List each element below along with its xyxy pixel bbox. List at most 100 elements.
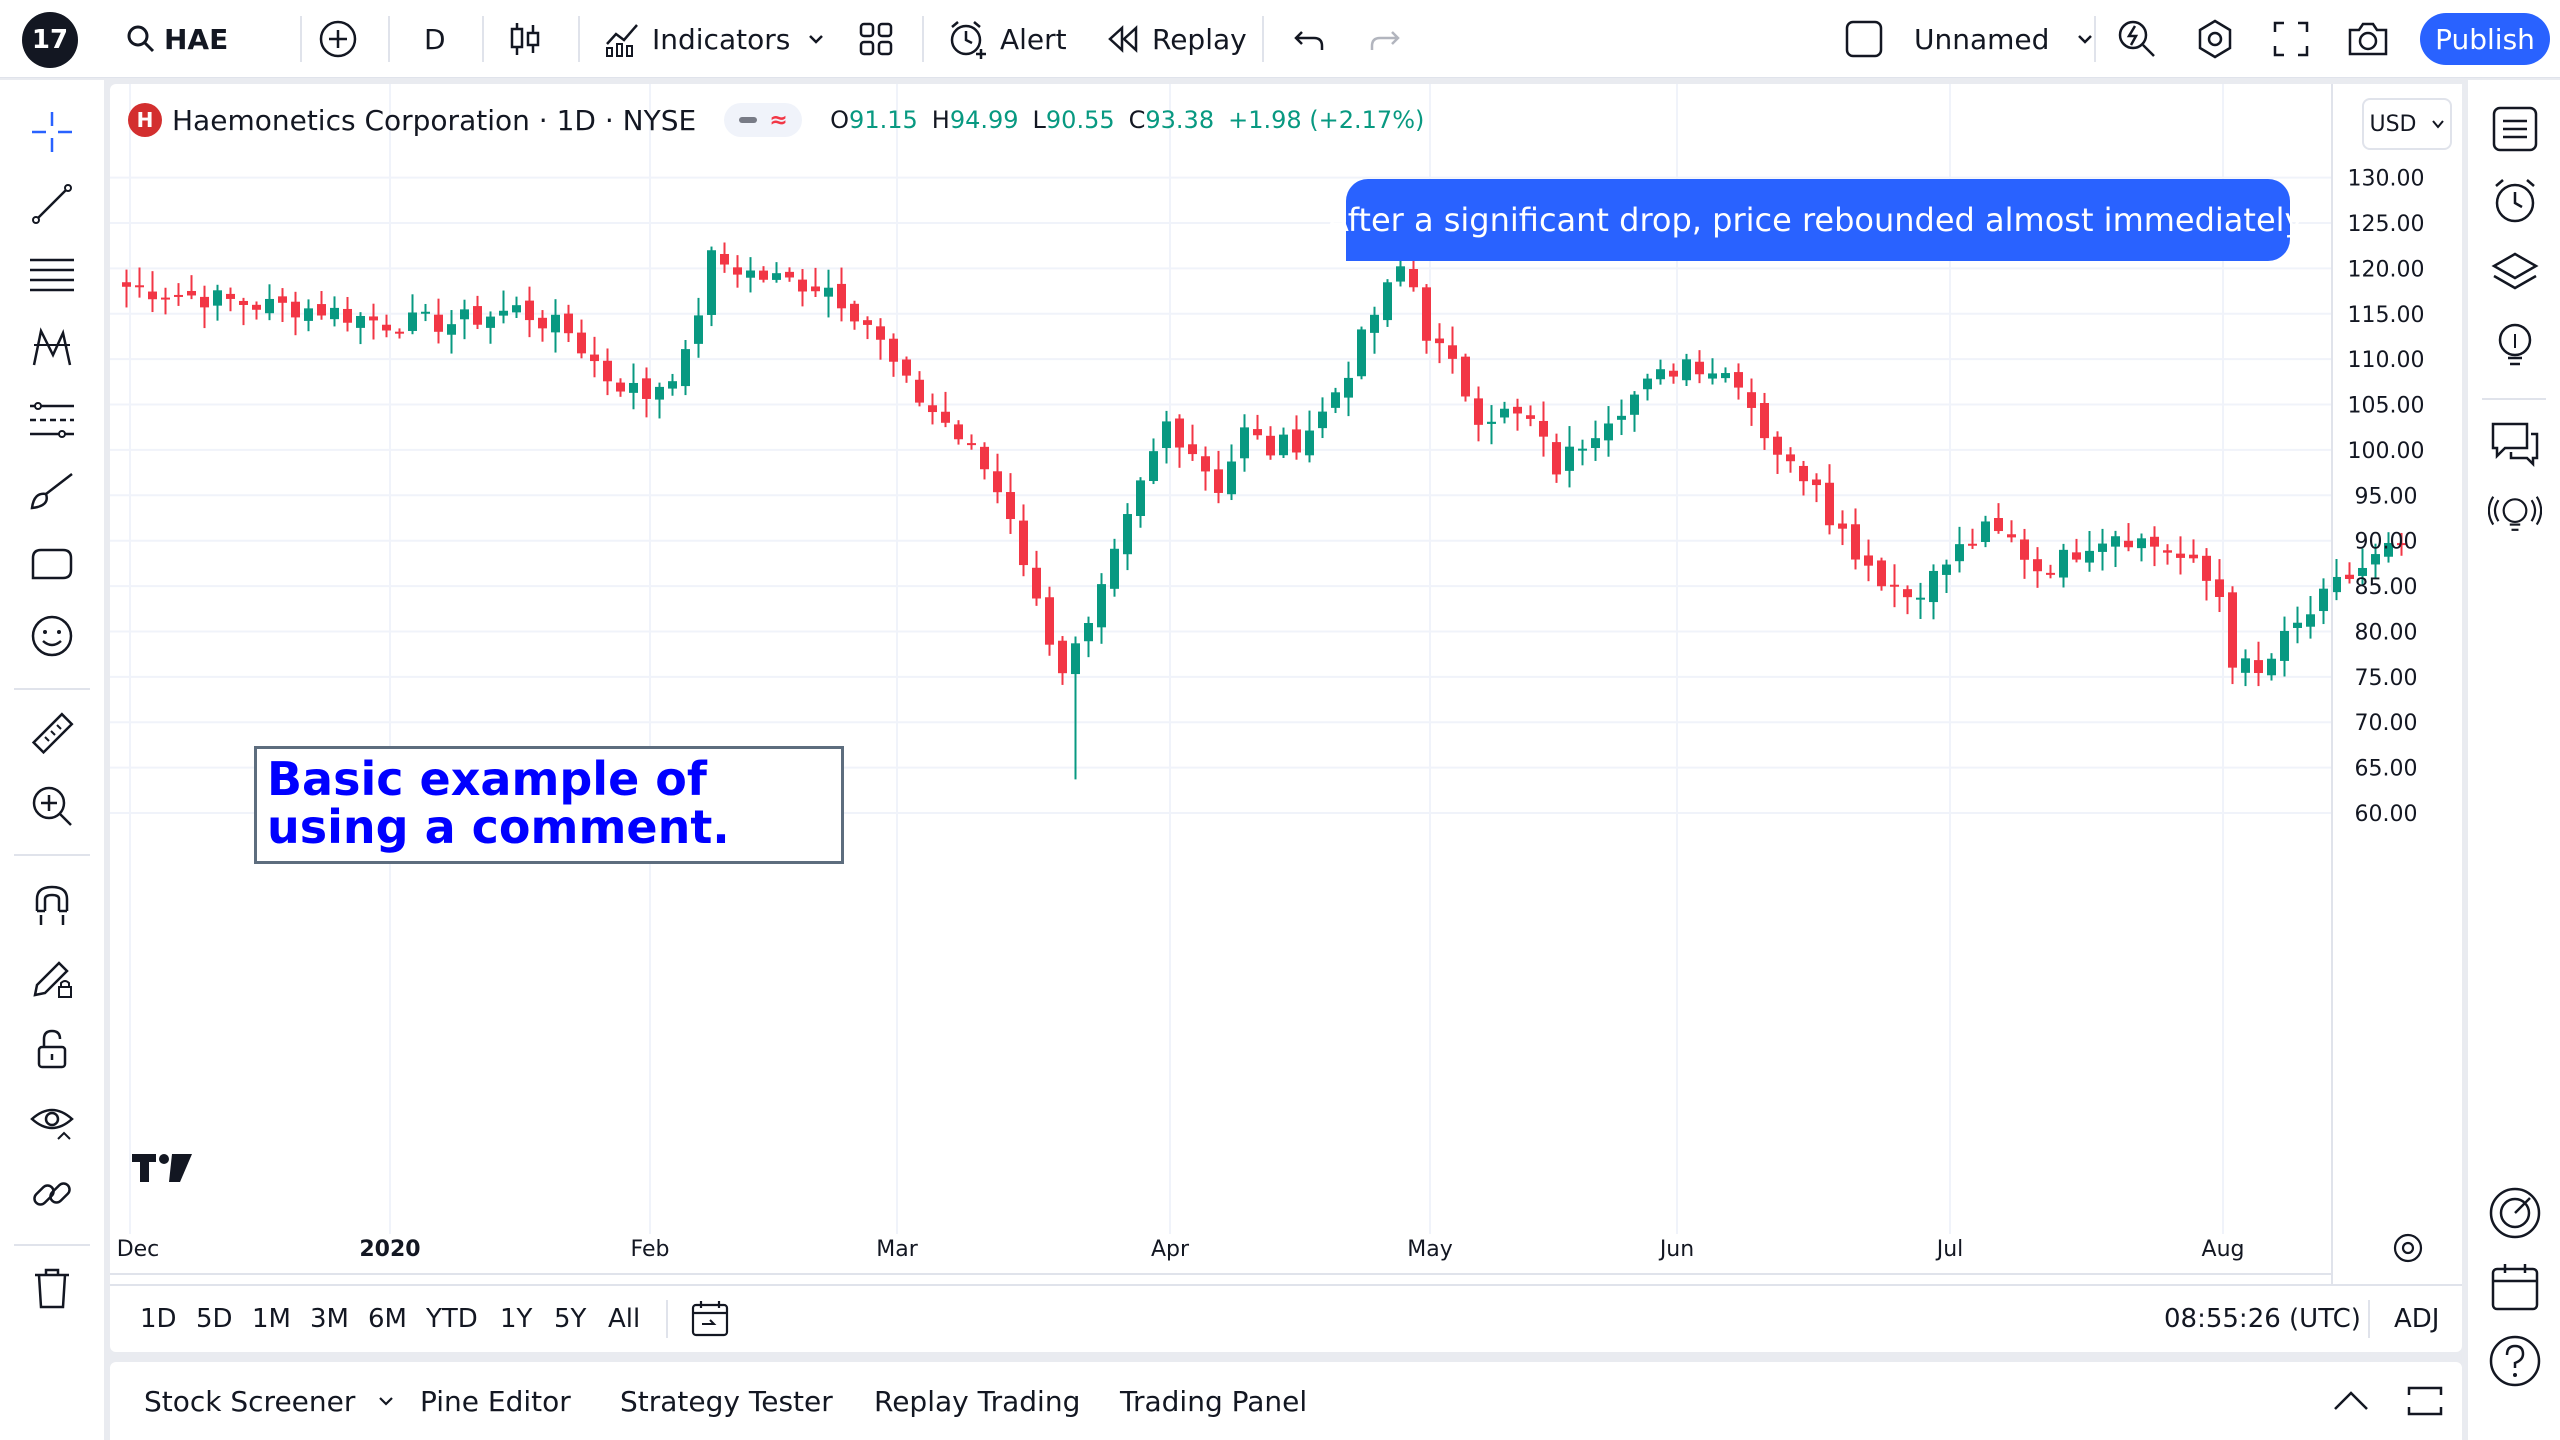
tab-strategy-tester[interactable]: Strategy Tester — [620, 1384, 833, 1418]
range-6m[interactable]: 6M — [368, 1304, 407, 1334]
candle-body — [746, 270, 755, 278]
axis-settings-button[interactable] — [2393, 1233, 2423, 1263]
candle-body — [226, 293, 235, 299]
snapshot-button[interactable] — [2346, 0, 2390, 78]
alerts-panel-button[interactable] — [2488, 174, 2542, 228]
emoji-tool[interactable] — [26, 610, 78, 662]
search-icon — [127, 25, 155, 53]
candle-body — [1825, 482, 1834, 526]
chart-type-button[interactable] — [508, 0, 542, 78]
range-5y[interactable]: 5Y — [554, 1304, 587, 1334]
lock-drawings-tool[interactable] — [26, 952, 78, 1004]
replay-button[interactable]: Replay — [1106, 0, 1247, 78]
hide-drawings-tool[interactable] — [26, 1096, 78, 1148]
publish-button[interactable]: Publish — [2420, 13, 2550, 65]
chats-button[interactable] — [2488, 416, 2542, 470]
symbol-search-button[interactable]: HAE — [126, 0, 228, 78]
pattern-tool[interactable] — [26, 322, 78, 374]
currency-select[interactable]: USD — [2362, 98, 2452, 150]
tradingview-logo[interactable]: 17 — [22, 12, 78, 68]
collapse-panel-button[interactable] — [2332, 1362, 2370, 1440]
lock-all-tool[interactable] — [26, 1024, 78, 1076]
trend-line-tool[interactable] — [26, 178, 78, 230]
help-button[interactable] — [2488, 1334, 2542, 1388]
range-5d[interactable]: 5D — [196, 1304, 233, 1334]
time-tick-label: Aug — [2202, 1237, 2245, 1262]
object-tree-button[interactable] — [2488, 246, 2542, 300]
candle-body — [2332, 576, 2341, 593]
change-value: +1.98 (+2.17%) — [1228, 106, 1425, 134]
callout-annotation[interactable]: After a significant drop, price rebounde… — [1327, 179, 2309, 261]
tab-stock-screener[interactable]: Stock Screener — [144, 1362, 395, 1440]
adjustment-toggle[interactable]: ADJ — [2394, 1304, 2440, 1334]
candle-body — [1175, 418, 1184, 448]
range-all[interactable]: All — [608, 1304, 641, 1334]
alert-button[interactable]: Alert — [948, 0, 1067, 78]
redo-button[interactable] — [1368, 0, 1402, 78]
forecast-tool[interactable] — [26, 394, 78, 446]
price-chart[interactable]: 60.00 65.00 70.00 75.00 80.00 85.00 90.00 95.00… — [110, 84, 2462, 1284]
time-tick-label: May — [1407, 1237, 1452, 1262]
symbol-title[interactable]: Haemonetics Corporation · 1D · NYSE — [172, 103, 697, 137]
candle-body — [161, 297, 170, 300]
candle-body — [2202, 555, 2211, 581]
measure-tool[interactable] — [26, 708, 78, 760]
watchlist-button[interactable] — [2488, 102, 2542, 156]
indicators-button[interactable]: Indicators — [604, 0, 790, 78]
settings-button[interactable] — [2194, 0, 2236, 78]
zoom-in-tool[interactable] — [26, 780, 78, 832]
candle-body — [2124, 540, 2133, 548]
comment-annotation[interactable]: Basic example of using a comment. — [254, 746, 844, 864]
candle-body — [1604, 423, 1613, 441]
sync-drawings-tool[interactable] — [26, 1168, 78, 1220]
candle-body — [304, 308, 313, 321]
interval-button[interactable]: D — [424, 0, 446, 78]
range-1d[interactable]: 1D — [140, 1304, 177, 1334]
candle-body — [1188, 444, 1197, 455]
candle-body — [1253, 429, 1262, 436]
crosshair-tool[interactable] — [26, 106, 78, 158]
clock-timezone[interactable]: 08:55:26 (UTC) — [2164, 1304, 2361, 1334]
fib-tool[interactable] — [26, 250, 78, 302]
range-ytd[interactable]: YTD — [426, 1304, 478, 1334]
pattern-icon — [32, 327, 72, 366]
candle-body — [1136, 480, 1145, 516]
candle-body — [902, 359, 911, 376]
tab-pine-editor[interactable]: Pine Editor — [420, 1384, 571, 1418]
plus-circle-icon — [319, 20, 357, 58]
remove-drawings-tool[interactable] — [26, 1262, 78, 1314]
layout-menu-button[interactable]: Unnamed — [1844, 0, 2095, 78]
tab-replay-trading[interactable]: Replay Trading — [874, 1384, 1081, 1418]
fullscreen-button[interactable] — [2272, 0, 2310, 78]
magnet-tool[interactable] — [26, 880, 78, 932]
quick-search-button[interactable] — [2116, 0, 2158, 78]
price-tick-label: 125.00 — [2348, 212, 2425, 237]
open-value: 91.15 — [849, 106, 918, 134]
range-1y[interactable]: 1Y — [500, 1304, 533, 1334]
maximize-panel-button[interactable] — [2406, 1362, 2444, 1440]
indicators-dropdown-button[interactable] — [806, 0, 826, 78]
candle-body — [1123, 514, 1132, 555]
streams-button[interactable] — [2488, 488, 2542, 542]
compare-symbol-button[interactable] — [318, 0, 358, 78]
candles — [122, 242, 2406, 780]
candle-body — [590, 354, 599, 362]
text-tool[interactable] — [26, 538, 78, 590]
layouts-button[interactable] — [858, 0, 894, 78]
calendar-button[interactable] — [2488, 1260, 2542, 1314]
tab-trading-panel[interactable]: Trading Panel — [1120, 1384, 1308, 1418]
range-1m[interactable]: 1M — [252, 1304, 291, 1334]
brush-tool[interactable] — [26, 466, 78, 518]
candle-body — [694, 315, 703, 344]
candle-body — [356, 315, 365, 328]
candle-body — [1708, 373, 1717, 379]
goto-date-button[interactable] — [690, 1286, 730, 1352]
trading-hub-button[interactable] — [2488, 1186, 2542, 1240]
range-3m[interactable]: 3M — [310, 1304, 349, 1334]
ideas-button[interactable] — [2488, 318, 2542, 372]
legend-toggles[interactable]: ≈ — [724, 103, 803, 137]
trash-icon — [35, 1268, 69, 1309]
undo-button[interactable] — [1292, 0, 1326, 78]
candle-body — [980, 446, 989, 470]
alarm-clock-icon — [950, 21, 986, 59]
